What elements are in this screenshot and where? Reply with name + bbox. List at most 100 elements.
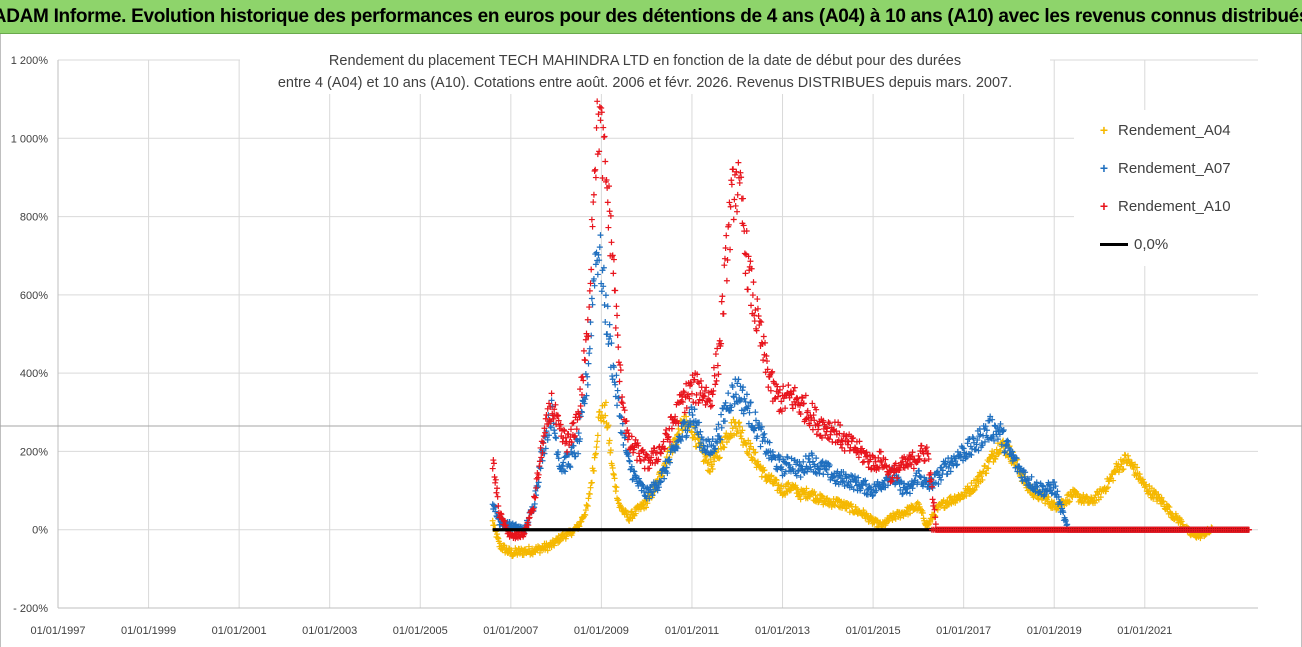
- data-point: [724, 257, 731, 264]
- data-point: [756, 322, 763, 329]
- data-point: [921, 474, 928, 481]
- data-point: [778, 463, 785, 470]
- data-point: [584, 316, 591, 323]
- data-point: [709, 402, 716, 409]
- data-point: [550, 415, 557, 422]
- data-point: [560, 426, 567, 433]
- data-point: [736, 179, 743, 186]
- data-point: [663, 426, 670, 433]
- data-point: [844, 441, 851, 448]
- data-point: [728, 181, 735, 188]
- data-point: [494, 485, 501, 492]
- data-point: [544, 436, 551, 443]
- data-point: [1000, 426, 1007, 433]
- data-point: [723, 439, 730, 446]
- data-point: [1115, 469, 1122, 476]
- data-point: [996, 431, 1003, 438]
- data-point: [610, 364, 617, 371]
- data-point: [612, 483, 619, 490]
- data-point: [545, 400, 552, 407]
- data-point: [743, 441, 750, 448]
- data-point: [740, 222, 747, 229]
- data-point: [712, 351, 719, 358]
- data-point: [769, 368, 776, 375]
- data-point: [673, 443, 680, 450]
- data-point: [875, 465, 882, 472]
- data-point: [1058, 501, 1065, 508]
- data-point: [1027, 482, 1034, 489]
- data-point: [813, 431, 820, 438]
- data-point: [983, 470, 990, 477]
- data-point: [508, 547, 515, 554]
- data-point: [921, 457, 928, 464]
- data-point: [823, 466, 830, 473]
- data-point: [563, 533, 570, 540]
- data-point: [769, 448, 776, 455]
- data-point: [560, 467, 567, 474]
- data-point: [678, 398, 685, 405]
- data-point: [727, 203, 734, 210]
- data-point: [536, 458, 543, 465]
- data-point: [764, 358, 771, 365]
- data-point: [947, 468, 954, 475]
- data-point: [795, 468, 802, 475]
- data-point: [707, 398, 714, 405]
- data-point: [608, 340, 615, 347]
- data-point: [612, 324, 619, 331]
- data-point: [714, 362, 721, 369]
- data-point: [709, 436, 716, 443]
- data-point: [1051, 479, 1058, 486]
- data-point: [736, 423, 743, 430]
- data-point: [964, 440, 971, 447]
- data-point: [1062, 517, 1069, 524]
- data-point: [927, 470, 934, 477]
- data-point: [923, 444, 930, 451]
- data-point: [607, 212, 614, 219]
- data-point: [663, 464, 670, 471]
- data-point: [998, 441, 1005, 448]
- data-point: [597, 232, 604, 239]
- data-point: [552, 434, 559, 441]
- legend-item-a07: + Rendement_A07: [1094, 156, 1231, 180]
- data-point: [818, 434, 825, 441]
- data-marks: [489, 98, 1252, 560]
- data-point: [582, 507, 589, 514]
- data-point: [743, 391, 750, 398]
- data-point: [728, 177, 735, 184]
- data-point: [582, 396, 589, 403]
- data-point: [707, 449, 714, 456]
- data-point: [746, 409, 753, 416]
- data-point: [620, 441, 627, 448]
- data-point: [862, 481, 869, 488]
- data-point: [930, 499, 937, 506]
- data-point: [601, 301, 608, 308]
- data-point: [822, 423, 829, 430]
- data-point: [745, 253, 752, 260]
- data-point: [997, 420, 1004, 427]
- data-point: [721, 418, 728, 425]
- data-point: [973, 441, 980, 448]
- data-point: [666, 438, 673, 445]
- data-point: [622, 507, 629, 514]
- chart-title-line-2: entre 4 (A04) et 10 ans (A10). Cotations…: [277, 75, 1013, 91]
- data-point: [917, 506, 924, 513]
- data-point: [609, 252, 616, 259]
- data-point: [751, 425, 758, 432]
- data-point: [797, 410, 804, 417]
- data-point: [722, 399, 729, 406]
- data-point: [545, 432, 552, 439]
- data-point: [709, 461, 716, 468]
- data-point: [740, 410, 747, 417]
- data-point: [555, 449, 562, 456]
- data-point: [610, 471, 617, 478]
- data-point: [615, 344, 622, 351]
- data-point: [732, 202, 739, 209]
- data-point: [630, 476, 637, 483]
- data-point: [592, 450, 599, 457]
- data-point: [625, 430, 632, 437]
- data-point: [578, 518, 585, 525]
- data-point: [747, 440, 754, 447]
- data-point: [1040, 493, 1047, 500]
- data-point: [614, 312, 621, 319]
- data-point: [566, 463, 573, 470]
